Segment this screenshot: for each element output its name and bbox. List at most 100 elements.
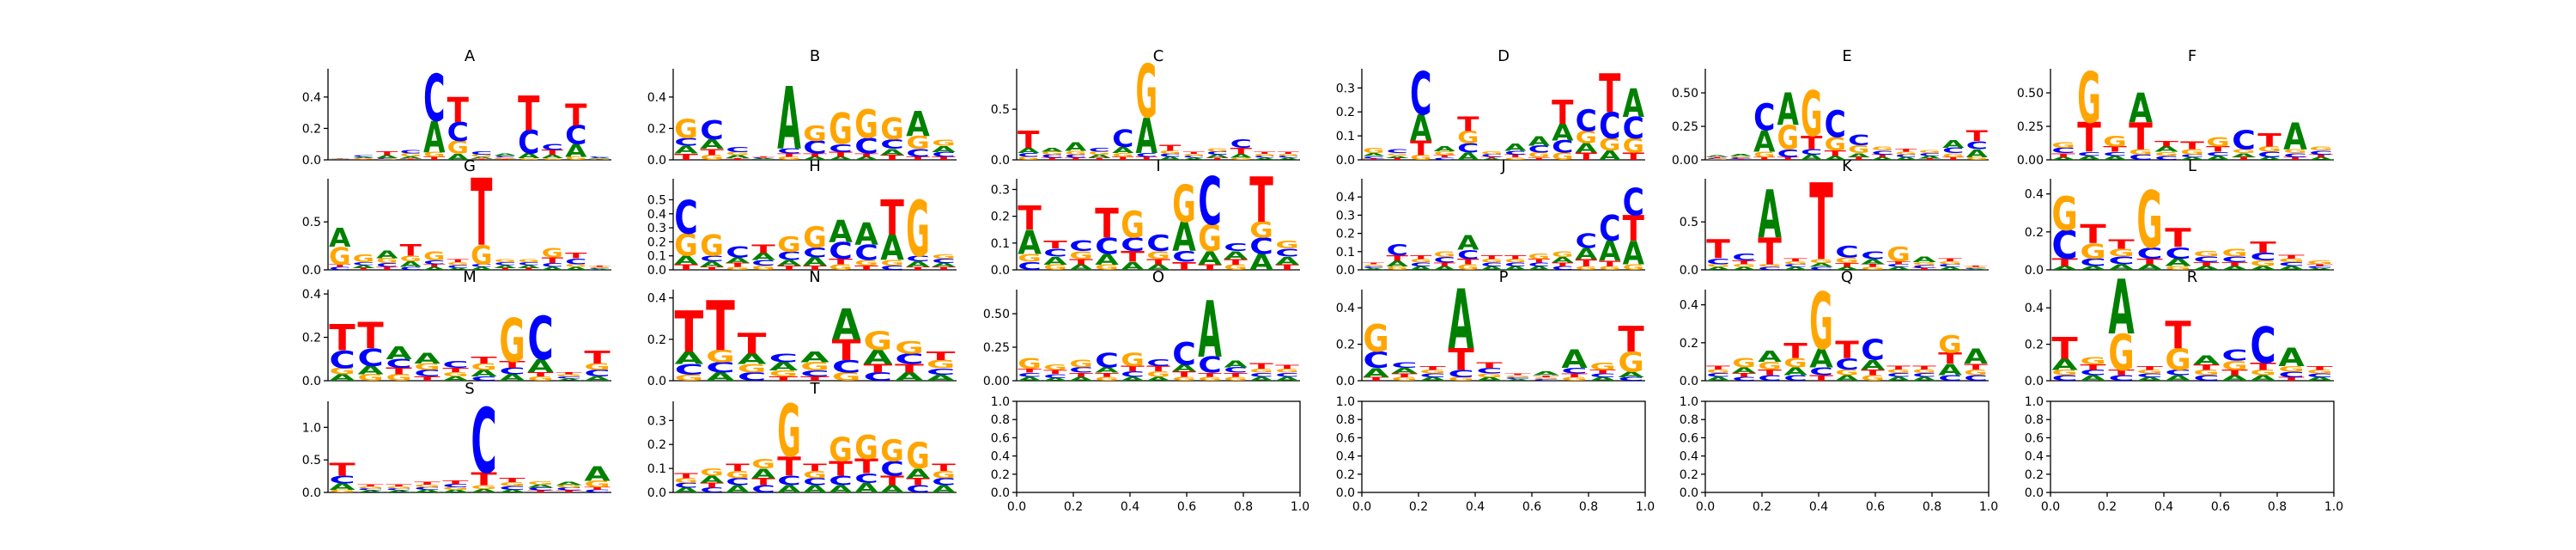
logo-letter-G: G: [1363, 147, 1384, 155]
logo-letter-C: C: [726, 146, 750, 154]
logo-letter-G: G: [386, 373, 411, 383]
logo-letter-C: C: [1172, 248, 1196, 266]
logo-letter-T: T: [414, 481, 440, 486]
panel-G: G0.00.5CTGATACGTCGACAGTATCGACGTACGTTACGT…: [302, 157, 611, 278]
logo-letter-C: C: [1809, 365, 1833, 377]
logo-letter-A: A: [927, 373, 956, 382]
logo-letter-G: G: [2250, 259, 2275, 267]
logo-letter-T: T: [2051, 332, 2078, 366]
logo-letter-C: C: [880, 265, 904, 272]
logo-letter-C: C: [2250, 316, 2275, 375]
logo-letter-A: A: [803, 255, 827, 268]
logo-letter-T: T: [1095, 371, 1119, 378]
panel-title: Q: [1841, 268, 1853, 286]
logo-letter-G: G: [1528, 151, 1550, 159]
x-tick-label: 0.6: [1177, 500, 1196, 514]
logo-letter-C: C: [751, 259, 775, 267]
logo-letter-A: A: [1528, 266, 1551, 272]
logo-letter-A: A: [2206, 155, 2230, 162]
logo-letter-T: T: [1809, 162, 1833, 284]
logo-letter-C: C: [542, 142, 563, 152]
logo-letter-G: G: [2108, 325, 2134, 382]
logo-letter-C: C: [829, 237, 853, 264]
logo-letter-T: T: [1363, 158, 1384, 161]
logo-letter-G: G: [1753, 150, 1775, 159]
logo-letter-C: C: [738, 370, 767, 383]
logo-letter-T: T: [1043, 369, 1067, 376]
logo-letter-A: A: [674, 144, 698, 156]
logo-letter-G: G: [1576, 266, 1597, 272]
logo-letter-T: T: [932, 266, 956, 271]
logo-letter-T: T: [1136, 156, 1157, 162]
logo-letter-C: C: [423, 61, 445, 136]
x-tick-label: 0.0: [1696, 500, 1715, 514]
logo-letter-C: C: [1552, 266, 1573, 272]
logo-letter-C: C: [803, 476, 827, 488]
logo-letter-A: A: [1121, 260, 1145, 273]
logo-letter-C: C: [1224, 241, 1248, 254]
logo-letter-T: T: [499, 359, 525, 370]
logo-letter-G: G: [1777, 119, 1799, 157]
logo-letter-A: A: [329, 372, 355, 382]
logo-letter-C: C: [1387, 149, 1408, 155]
logo-letter-C: C: [829, 473, 853, 488]
logo-letter-G: G: [1504, 375, 1530, 377]
logo-letter-G: G: [1434, 150, 1455, 156]
y-tick-label: 0.0: [647, 375, 666, 388]
logo-letter-G: G: [829, 432, 853, 470]
logo-letter-T: T: [2232, 156, 2256, 161]
logo-letter-G: G: [1018, 356, 1042, 373]
logo-letter-G: G: [1835, 368, 1859, 377]
logo-letter-A: A: [2221, 265, 2248, 271]
logo-letter-C: C: [700, 116, 724, 146]
logo-letter-A: A: [1528, 133, 1551, 149]
logo-letter-G: G: [542, 245, 563, 260]
y-tick-label: 1.0: [2025, 395, 2044, 409]
logo-letter-A: A: [738, 351, 767, 368]
y-tick-label: 0.0: [1336, 375, 1355, 388]
logo-letter-A: A: [1777, 85, 1800, 137]
logo-letter-G: G: [932, 254, 956, 260]
logo-letter-G: G: [556, 485, 581, 489]
logo-letter-A: A: [556, 378, 582, 382]
logo-letter-C: C: [1206, 151, 1228, 156]
logo-letter-T: T: [1872, 154, 1893, 158]
y-tick-label: 1.0: [1336, 395, 1355, 409]
logo-letter-A: A: [447, 152, 470, 162]
logo-letter-T: T: [1089, 157, 1110, 161]
logo-letter-T: T: [1018, 126, 1040, 154]
logo-letter-G: G: [1146, 370, 1170, 378]
logo-letter-G: G: [1706, 159, 1728, 160]
logo-letter-T: T: [1809, 374, 1833, 383]
y-tick-label: 0.5: [302, 454, 321, 468]
logo-letter-A: A: [906, 467, 931, 481]
logo-letter-A: A: [442, 489, 469, 493]
logo-letter-G: G: [329, 489, 355, 493]
panel-J: J0.00.10.20.30.4ACGTGATCACGTATCGGTCAACGT…: [1336, 157, 1645, 278]
panel-C: C0.00.5GCATTCGATCGATAGCTGACTCAGACGTACGTT…: [991, 47, 1300, 168]
logo-letter-T: T: [447, 91, 470, 131]
logo-letter-A: A: [471, 266, 492, 272]
logo-letter-A: A: [527, 484, 554, 489]
logo-letter-C: C: [2154, 155, 2178, 161]
logo-letter-A: A: [565, 266, 586, 272]
logo-letter-C: C: [1848, 132, 1869, 149]
logo-letter-T: T: [1938, 350, 1962, 368]
logo-letter-T: T: [1410, 254, 1431, 260]
logo-letter-G: G: [414, 362, 440, 372]
logo-letter-G: G: [442, 371, 468, 378]
logo-letter-T: T: [1599, 260, 1621, 268]
logo-letter-C: C: [471, 390, 496, 494]
panel-empty-23: 0.0 0.2 0.4 0.6 0.8 1.0 0.0 0.2 0.4 0.6 0.8 1.0: [2025, 395, 2343, 514]
logo-letter-A: A: [589, 157, 611, 159]
logo-letter-C: C: [2283, 152, 2307, 158]
logo-letter-A: A: [2129, 84, 2153, 131]
logo-letter-C: C: [1912, 265, 1936, 269]
logo-letter-C: C: [442, 483, 468, 488]
logo-letter-T: T: [2077, 115, 2101, 162]
logo-letter-C: C: [1198, 352, 1222, 378]
logo-letter-C: C: [1018, 260, 1042, 272]
